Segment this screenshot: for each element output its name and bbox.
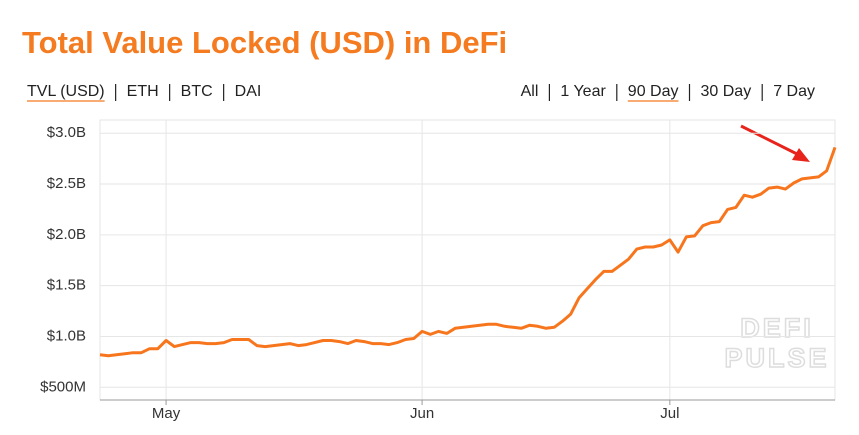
tab-group: All 1 Year 90 Day 30 Day 7 Day	[521, 83, 815, 102]
tab[interactable]: 30 Day	[701, 83, 752, 100]
arrow-shaft	[740, 124, 806, 160]
series-line	[99, 146, 837, 358]
y-tick-label: $2.5B	[47, 175, 86, 192]
tab[interactable]: DAI	[235, 83, 262, 100]
x-tick-label: Jul	[660, 405, 679, 422]
tab[interactable]: All	[521, 83, 539, 100]
tab[interactable]: 90 Day	[628, 83, 679, 100]
watermark-text: PULSE	[724, 343, 829, 373]
tab[interactable]: 1 Year	[560, 83, 606, 100]
tab-group: TVL (USD) ETH BTC DAI	[27, 83, 262, 102]
arrow-head	[792, 148, 810, 162]
y-tick-label: $1.5B	[47, 277, 86, 294]
y-tick-label: $500M	[40, 378, 86, 395]
y-tick-label: $1.0B	[47, 327, 86, 344]
tab[interactable]: ETH	[127, 83, 159, 100]
tab[interactable]: 7 Day	[773, 83, 815, 100]
watermark-text: DEFI	[740, 313, 814, 343]
x-tick-label: May	[152, 405, 181, 422]
y-tick-label: $2.0B	[47, 226, 86, 243]
tab[interactable]: TVL (USD)	[27, 83, 105, 100]
tab[interactable]: BTC	[181, 83, 213, 100]
x-tick-label: Jun	[410, 405, 434, 422]
y-tick-label: $3.0B	[47, 124, 86, 141]
chart-title: Total Value Locked (USD) in DeFi	[22, 25, 507, 60]
